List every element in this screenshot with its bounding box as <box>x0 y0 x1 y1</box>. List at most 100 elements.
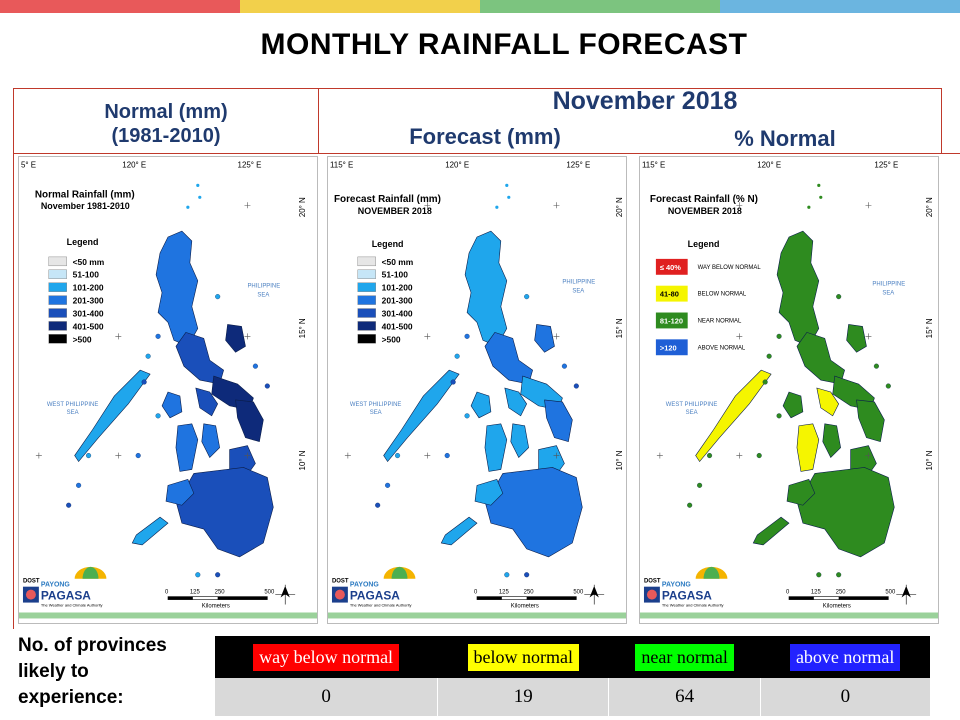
legend-label: WAY BELOW NORMAL <box>698 265 762 271</box>
scale-label: 125 <box>811 590 822 596</box>
philippines-map-pct <box>687 183 895 578</box>
legend-swatch <box>655 339 688 356</box>
legend-swatch <box>655 258 688 275</box>
small-island <box>507 195 511 199</box>
map-panel-pct: 115° E 120° E 125° E Forecast Rainfall (… <box>639 156 939 624</box>
logo-payong: PAYONG <box>662 582 691 589</box>
provinces-label-line3: experience: <box>18 687 124 708</box>
lon-label-2: 120° E <box>445 160 469 169</box>
province-region <box>504 387 528 417</box>
category-near-normal: near normal <box>635 643 734 671</box>
scale-bar-segment <box>526 596 577 600</box>
lon-label-3: 125° E <box>874 160 898 169</box>
province-region <box>440 516 478 546</box>
provinces-label-line1: No. of provinces <box>18 635 167 656</box>
province-region <box>201 423 220 459</box>
legend-range: ≤ 40% <box>660 263 681 272</box>
small-island <box>776 333 782 339</box>
province-region <box>484 332 533 385</box>
small-island <box>762 379 768 385</box>
dost-logo-mark <box>25 589 36 600</box>
map-title-line2: NOVEMBER 2018 <box>668 206 742 216</box>
category-below-normal: below normal <box>467 643 579 671</box>
scale-bar-segment <box>217 596 268 600</box>
province-region <box>161 391 183 419</box>
header-normal-line2: (1981-2010) <box>111 125 221 147</box>
rain-legend: Legend <50 mm 51-100 101-200 201-300 301-400… <box>48 237 104 344</box>
philippine-sea-1: PHILIPPINE <box>872 282 905 288</box>
map-title-line1: Normal Rainfall (mm) <box>35 189 135 200</box>
province-region <box>534 324 555 353</box>
graticule-mark <box>865 333 872 340</box>
header-forecast: Forecast (mm) <box>409 124 561 149</box>
province-region <box>175 467 274 558</box>
scale-label: 500 <box>264 590 275 596</box>
left-vertical-line <box>13 153 14 629</box>
province-region <box>175 332 224 385</box>
header-pct-normal: % Normal <box>734 126 836 151</box>
graticule-mark <box>736 452 743 459</box>
logo-payong: PAYONG <box>350 582 379 589</box>
province-region <box>131 516 169 546</box>
provinces-label: No. of provinces likely to experience: <box>18 633 167 711</box>
small-island <box>836 572 842 578</box>
small-island <box>766 353 772 359</box>
footer-strip <box>19 612 317 619</box>
small-island <box>198 195 202 199</box>
west-ph-sea-1: WEST PHILIPPINE <box>47 402 99 408</box>
legend-range: 81-120 <box>660 316 683 325</box>
scale-label: 0 <box>474 590 478 596</box>
scale-bar-segment <box>789 596 814 600</box>
legend-label: NEAR NORMAL <box>698 318 742 324</box>
legend-swatch <box>48 308 67 318</box>
legend-swatch <box>48 269 67 279</box>
lat-label-2: 15° N <box>298 318 307 338</box>
philippine-sea-2: SEA <box>257 293 269 299</box>
small-island <box>504 572 510 578</box>
province-region <box>470 391 492 419</box>
province-region <box>484 467 583 558</box>
map-title-line2: NOVEMBER 2018 <box>358 206 432 216</box>
philippine-sea-1: PHILIPPINE <box>562 280 595 286</box>
philippines-map-normal <box>66 183 274 578</box>
graticule-mark <box>424 202 431 209</box>
lon-label-1: 115° E <box>330 160 353 169</box>
legend-label: 51-100 <box>73 270 100 280</box>
legend-swatch <box>357 308 376 318</box>
small-island <box>444 453 450 459</box>
philippines-map-forecast <box>375 183 583 578</box>
logo-dost: DOST <box>644 579 661 585</box>
map-title-line1: Forecast Rainfall (% N) <box>650 194 758 205</box>
small-island <box>155 413 161 419</box>
province-region <box>846 324 867 353</box>
small-island <box>524 572 530 578</box>
philippine-sea-2: SEA <box>572 289 584 295</box>
logo-tagline: The Weather and Climate Authority <box>350 603 412 608</box>
province-region <box>786 479 816 506</box>
small-island <box>697 482 703 488</box>
small-island <box>819 195 823 199</box>
legend-swatch <box>48 321 67 331</box>
province-region <box>235 399 264 443</box>
small-island <box>196 183 200 187</box>
graticule-mark <box>656 452 663 459</box>
lat-labels: 20° N 15° N 10° N <box>615 197 624 471</box>
forecast-map-svg: 115° E 120° E 125° E Forecast Rainfall (… <box>328 160 626 619</box>
small-island <box>885 383 891 389</box>
small-island <box>873 363 879 369</box>
graticule-mark <box>244 452 251 459</box>
header-month: November 2018 <box>552 87 738 115</box>
graticule-mark <box>244 333 251 340</box>
scale-label: 250 <box>524 590 535 596</box>
category-cell: above normal <box>760 636 930 678</box>
category-row: way below normal below normal near norma… <box>214 636 930 678</box>
logo-tagline: The Weather and Climate Authority <box>41 603 103 608</box>
province-region <box>464 230 508 347</box>
pct-map-svg: 115° E 120° E 125° E Forecast Rainfall (… <box>640 160 938 619</box>
province-region <box>796 467 895 558</box>
lon-label-3: 125° E <box>566 160 590 169</box>
legend-swatch <box>357 256 376 267</box>
rain-legend: Legend <50 mm 51-100 101-200 201-300 301-400… <box>357 239 413 344</box>
province-count-table: way below normal below normal near norma… <box>213 636 930 716</box>
dost-logo-mark <box>646 589 657 600</box>
